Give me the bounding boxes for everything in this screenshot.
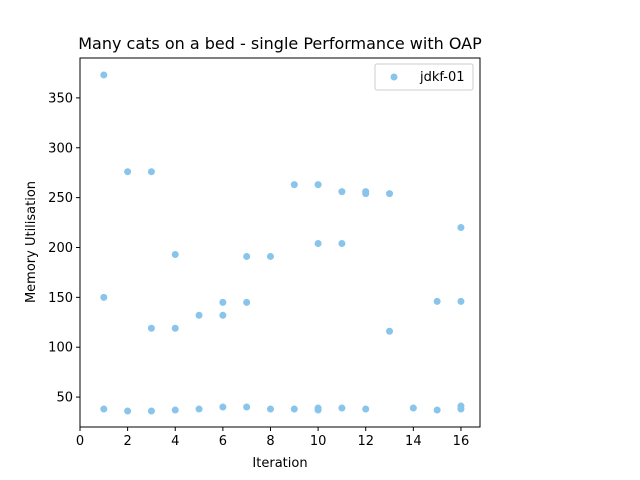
legend-marker xyxy=(390,73,398,81)
x-axis-label: Iteration xyxy=(252,456,307,471)
data-point xyxy=(314,239,322,247)
data-point xyxy=(195,405,203,413)
data-point xyxy=(171,324,179,332)
data-point xyxy=(243,252,251,260)
y-axis-label: Memory Utilisation xyxy=(24,181,39,303)
data-point xyxy=(266,252,274,260)
y-tick-label: 250 xyxy=(48,191,73,206)
data-point xyxy=(457,224,465,232)
legend-label: jdkf-01 xyxy=(419,70,465,85)
data-point xyxy=(243,403,251,411)
data-point xyxy=(100,71,108,79)
data-point xyxy=(171,406,179,414)
data-point xyxy=(147,324,155,332)
data-point xyxy=(290,181,298,189)
data-point xyxy=(243,298,251,306)
data-point xyxy=(147,407,155,415)
data-point xyxy=(386,190,394,198)
y-tick-label: 50 xyxy=(56,391,73,406)
data-point xyxy=(171,250,179,258)
data-point xyxy=(314,406,322,414)
data-point xyxy=(195,311,203,319)
data-point xyxy=(124,407,132,415)
data-point xyxy=(362,190,370,198)
data-point xyxy=(290,405,298,413)
data-point xyxy=(457,297,465,305)
data-point xyxy=(124,168,132,176)
x-tick-label: 6 xyxy=(219,434,227,449)
x-tick-label: 8 xyxy=(266,434,274,449)
y-tick-label: 300 xyxy=(48,141,73,156)
plot-area xyxy=(100,71,465,415)
data-point xyxy=(362,405,370,413)
data-point xyxy=(100,405,108,413)
data-point xyxy=(100,293,108,301)
x-tick-label: 12 xyxy=(357,434,374,449)
x-tick-label: 4 xyxy=(171,434,179,449)
x-tick-label: 16 xyxy=(453,434,470,449)
data-point xyxy=(433,297,441,305)
data-point xyxy=(219,403,227,411)
x-tick-label: 14 xyxy=(405,434,422,449)
legend-box xyxy=(374,63,474,91)
data-point xyxy=(219,311,227,319)
data-point xyxy=(338,239,346,247)
data-point xyxy=(338,188,346,196)
y-tick-label: 200 xyxy=(48,241,73,256)
data-point xyxy=(338,404,346,412)
x-tick-label: 10 xyxy=(310,434,327,449)
x-axis: 0 2 4 6 8 10 12 14 16 xyxy=(76,427,469,449)
y-tick-label: 100 xyxy=(48,341,73,356)
data-point xyxy=(314,181,322,189)
y-tick-label: 150 xyxy=(48,291,73,306)
data-point xyxy=(219,298,227,306)
axes-frame xyxy=(79,57,481,428)
data-point xyxy=(386,327,394,335)
data-point xyxy=(147,168,155,176)
legend: jdkf-01 xyxy=(374,63,474,91)
data-point xyxy=(433,406,441,414)
data-point xyxy=(457,405,465,413)
y-tick-label: 350 xyxy=(48,91,73,106)
data-point xyxy=(409,404,417,412)
x-tick-label: 2 xyxy=(123,434,131,449)
y-axis: 50 100 150 200 250 300 350 xyxy=(48,91,80,406)
data-point xyxy=(266,405,274,413)
x-tick-label: 0 xyxy=(76,434,84,449)
chart-title: Many cats on a bed - single Performance … xyxy=(78,34,482,53)
